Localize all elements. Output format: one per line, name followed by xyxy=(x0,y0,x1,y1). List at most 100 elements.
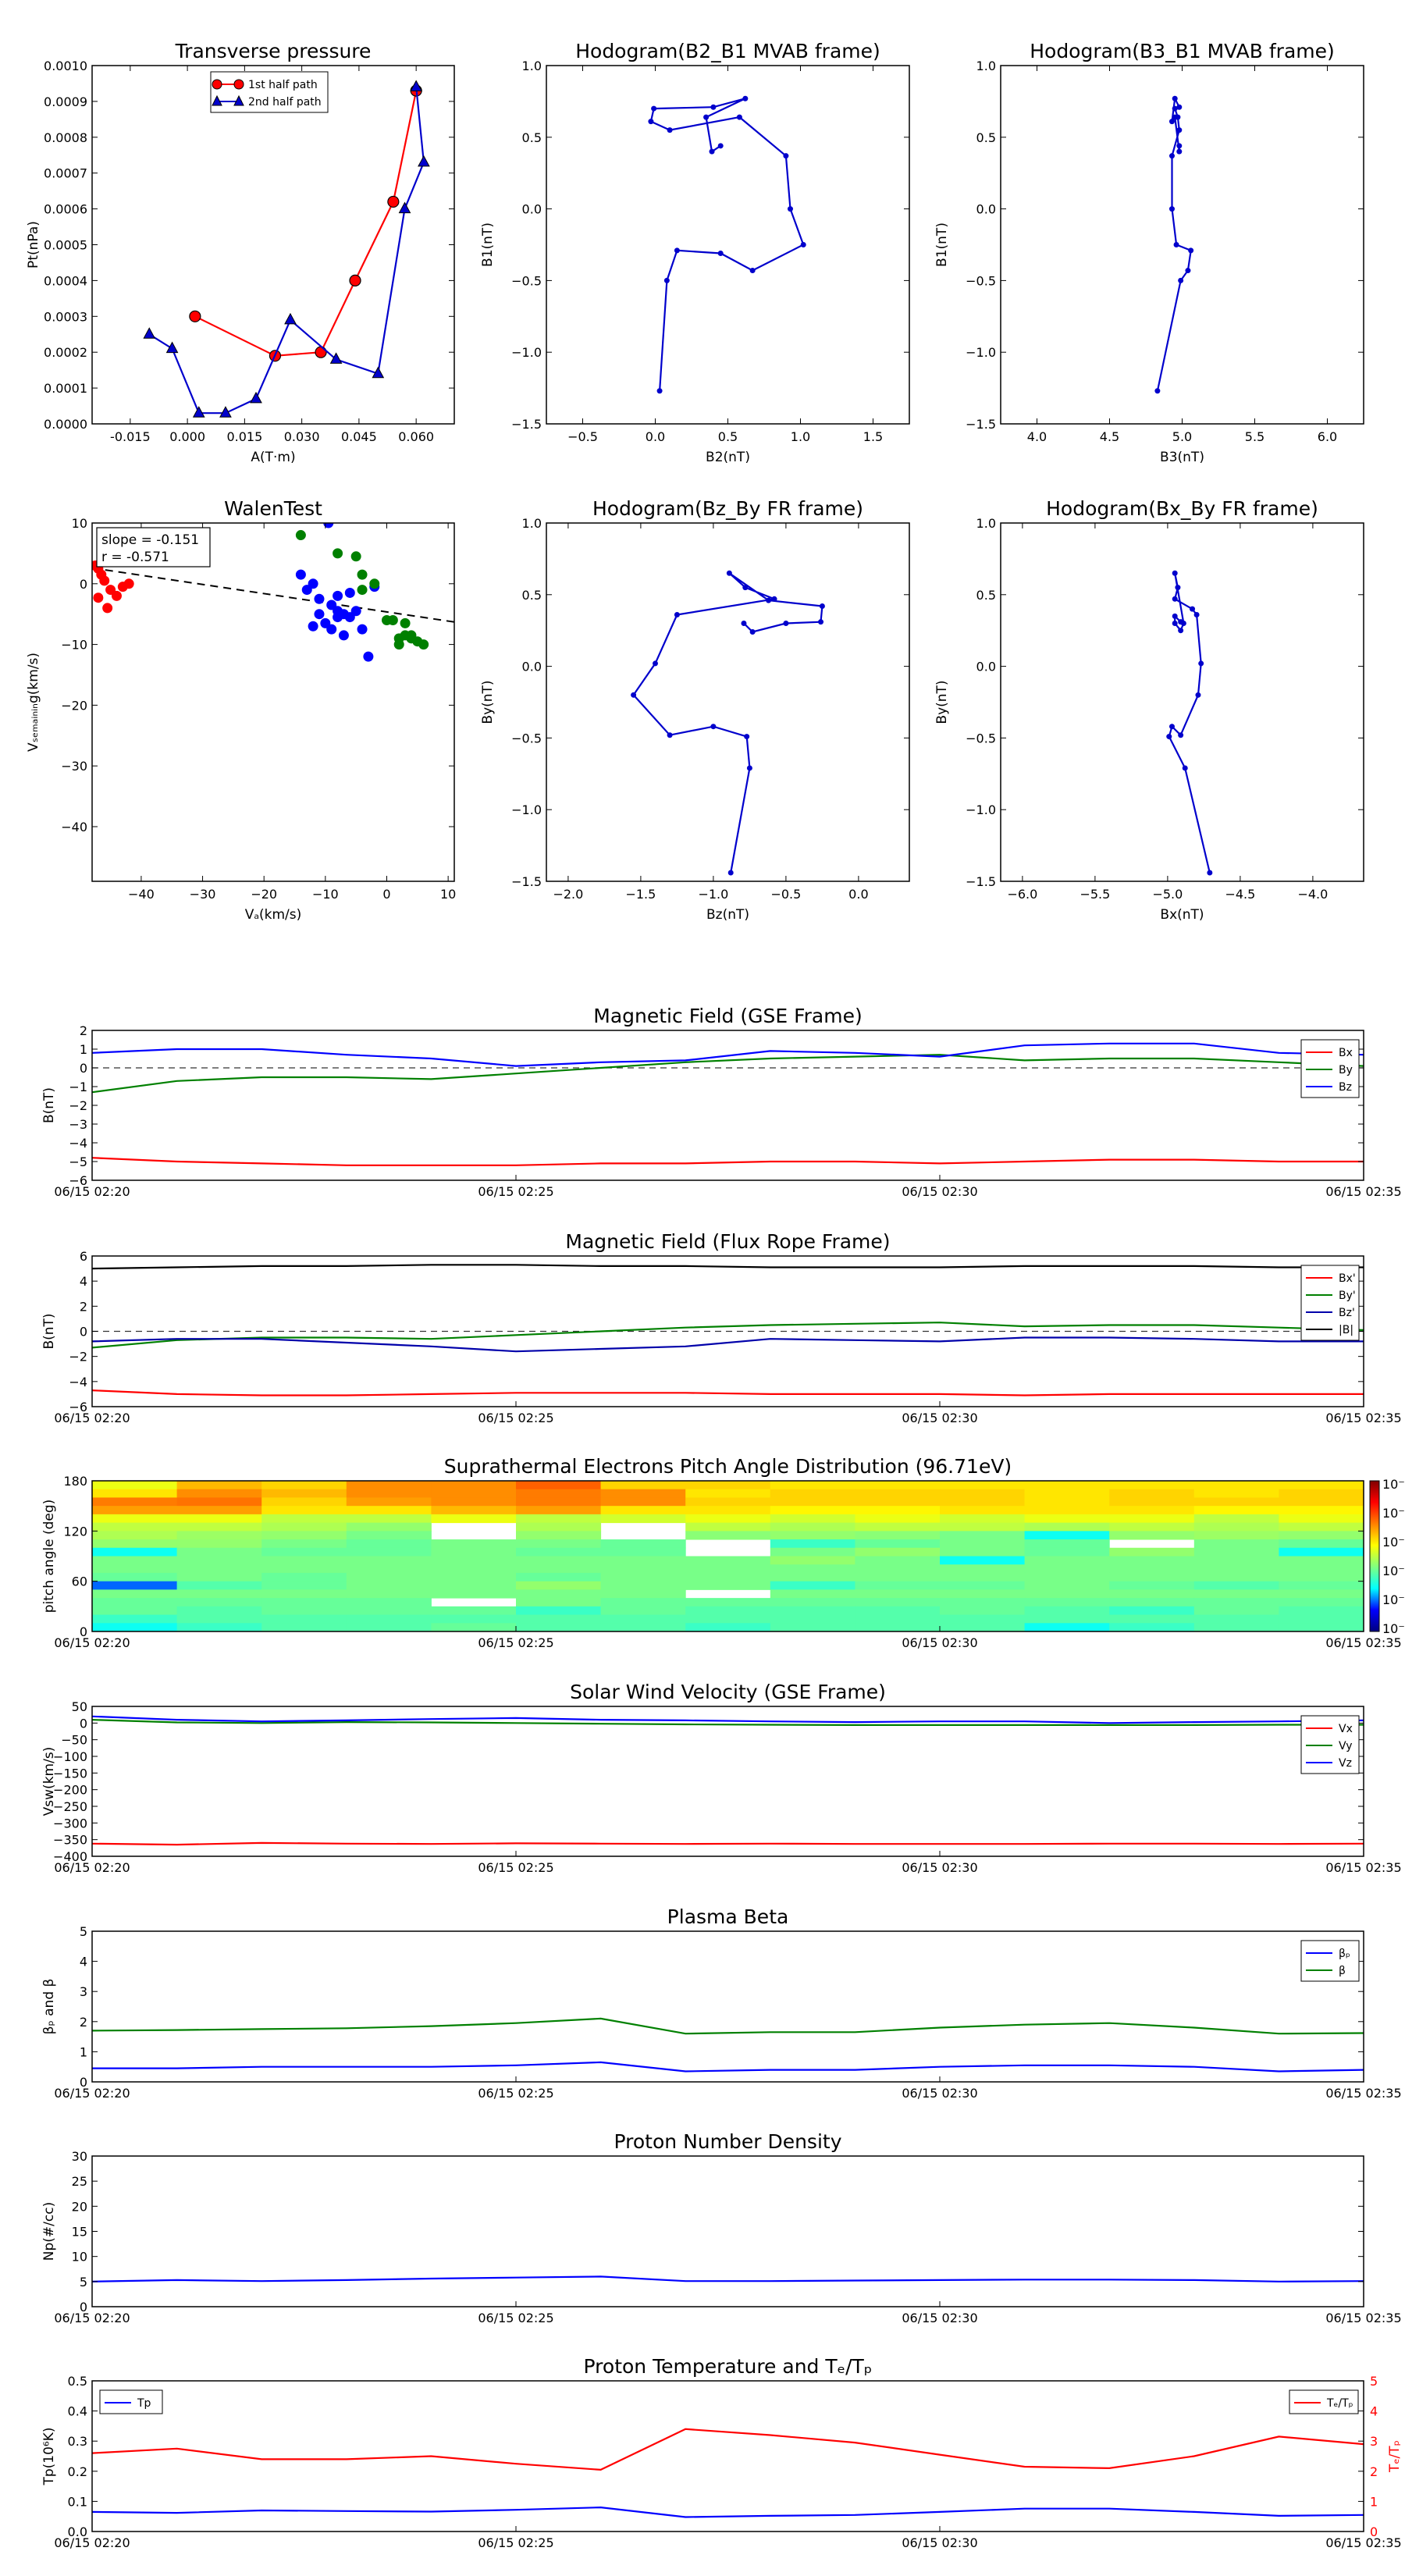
heatmap-cell xyxy=(1024,1531,1110,1540)
walen-point xyxy=(333,612,343,623)
plot-area xyxy=(92,2017,1364,2073)
heatmap-cell xyxy=(940,1522,1026,1532)
legend-label: 2nd half path xyxy=(248,96,322,109)
h4-point xyxy=(1172,613,1178,619)
heatmap-cell xyxy=(600,1564,686,1574)
y-right-tick-label: 1 xyxy=(1370,2494,1378,2509)
y-tick-label: 0.0008 xyxy=(44,130,87,145)
heatmap-cell xyxy=(92,1623,178,1632)
y-tick-label: 0.0006 xyxy=(44,202,87,217)
x-tick-label: 06/15 02:25 xyxy=(478,1411,553,1425)
heatmap-cell xyxy=(176,1481,262,1490)
heatmap-cell xyxy=(1024,1497,1110,1507)
h3-point xyxy=(674,612,680,618)
plot-area xyxy=(648,95,806,394)
h3-frame xyxy=(546,522,910,882)
y-tick-label: 6 xyxy=(80,1249,87,1264)
heatmap-cell xyxy=(431,1489,517,1498)
heatmap-cell xyxy=(176,1581,262,1590)
vsw-title: Solar Wind Velocity (GSE Frame) xyxy=(570,1681,886,1703)
y-tick-label: 0.3 xyxy=(68,2434,87,2449)
y-tick-label: 0 xyxy=(80,1716,87,1731)
heatmap-cell xyxy=(1024,1606,1110,1616)
y-tick-label: 15 xyxy=(72,2225,87,2240)
y-tick-label: 0.0 xyxy=(976,202,996,217)
heatmap-cell xyxy=(1279,1531,1364,1540)
walen-x-axis-label: Vₐ(km/s) xyxy=(245,907,302,923)
y-tick-label: 5 xyxy=(80,2275,87,2290)
plot-area xyxy=(1154,95,1194,394)
heatmap-cell xyxy=(855,1547,941,1557)
x-tick-label: −4.0 xyxy=(1297,887,1328,902)
heatmap-cell xyxy=(940,1539,1026,1549)
walen-point xyxy=(400,630,411,641)
heatmap-cell xyxy=(346,1623,432,1632)
heatmap-cell xyxy=(346,1481,432,1490)
x-tick-label: −1.5 xyxy=(625,887,656,902)
heatmap-cell xyxy=(600,1623,686,1632)
h3-point xyxy=(746,765,752,771)
fit-line xyxy=(91,567,455,623)
heatmap-cell xyxy=(1279,1514,1364,1524)
heatmap-cell xyxy=(685,1481,771,1490)
legend-marker xyxy=(233,94,244,106)
walen-point xyxy=(320,617,331,628)
heatmap-cell xyxy=(770,1497,855,1507)
heatmap-cell xyxy=(1193,1489,1279,1498)
heatmap-cell xyxy=(770,1531,855,1540)
h2-point xyxy=(1173,242,1179,247)
heatmap-cell xyxy=(1193,1589,1279,1599)
colorbar-tick-label: 10⁻²⁷ xyxy=(1382,1506,1405,1521)
heatmap-cell xyxy=(1279,1489,1364,1498)
h4-point xyxy=(1178,619,1184,625)
heatmap-cell xyxy=(261,1614,347,1624)
walen-point xyxy=(314,593,325,604)
h1-chart: Hodogram(B2_B1 MVAB frame) −1.5 −1.0 −0.5 0.… xyxy=(480,40,910,465)
x-tick-label: 06/15 02:35 xyxy=(1325,2535,1401,2550)
heatmap-cell xyxy=(516,1539,602,1549)
y-tick-label: −1.0 xyxy=(511,345,542,360)
h2-point xyxy=(1172,95,1178,101)
x-tick-label: 06/15 02:20 xyxy=(54,2311,130,2325)
heatmap-cell xyxy=(1109,1564,1195,1574)
heatmap-cell xyxy=(261,1539,347,1549)
heatmap-cell xyxy=(1193,1606,1279,1616)
h1-title: Hodogram(B2_B1 MVAB frame) xyxy=(575,40,880,62)
y-tick-label: −200 xyxy=(53,1783,87,1798)
heatmap-cell xyxy=(770,1598,855,1607)
h3-point xyxy=(710,724,717,730)
heatmap-cell xyxy=(176,1556,262,1565)
x-tick-label: 06/15 02:35 xyxy=(1325,2086,1401,2101)
heatmap-cell xyxy=(176,1539,262,1549)
bfr-series-2-line xyxy=(92,1336,1364,1353)
legend-label: Bx' xyxy=(1339,1272,1356,1285)
heatmap-cell xyxy=(770,1623,855,1632)
heatmap-cell xyxy=(92,1531,178,1540)
h2-point xyxy=(1172,105,1178,112)
heatmap-cell xyxy=(685,1564,771,1574)
y-tick-label: 1.0 xyxy=(976,516,996,531)
walen-point xyxy=(357,569,368,580)
heatmap-cell xyxy=(1279,1547,1364,1557)
plot-area xyxy=(92,1042,1364,1166)
pt-series-0-line xyxy=(194,90,418,357)
heatmap-cell xyxy=(261,1481,347,1490)
heatmap-cell xyxy=(1024,1623,1110,1632)
y-tick-label: 0 xyxy=(80,2300,87,2314)
heatmap-cell xyxy=(770,1614,855,1624)
x-tick-label: 06/15 02:25 xyxy=(478,1860,553,1875)
heatmap-cell xyxy=(770,1572,855,1582)
x-tick-label: 06/15 02:25 xyxy=(478,2311,553,2325)
heatmap-cell xyxy=(261,1489,347,1498)
heatmap-cell xyxy=(431,1497,517,1507)
pt-legend-box xyxy=(210,71,329,113)
heatmap-cell xyxy=(770,1547,855,1557)
heatmap-cell xyxy=(92,1506,178,1515)
plot-area xyxy=(92,2275,1364,2282)
heatmap-cell xyxy=(431,1589,517,1599)
x-tick-label: 06/15 02:35 xyxy=(1325,1411,1401,1425)
heatmap-cell xyxy=(176,1606,262,1616)
y-tick-label: 1 xyxy=(80,1042,87,1057)
vsw-series-0-line xyxy=(92,1841,1364,1846)
heatmap-cell xyxy=(1193,1506,1279,1515)
